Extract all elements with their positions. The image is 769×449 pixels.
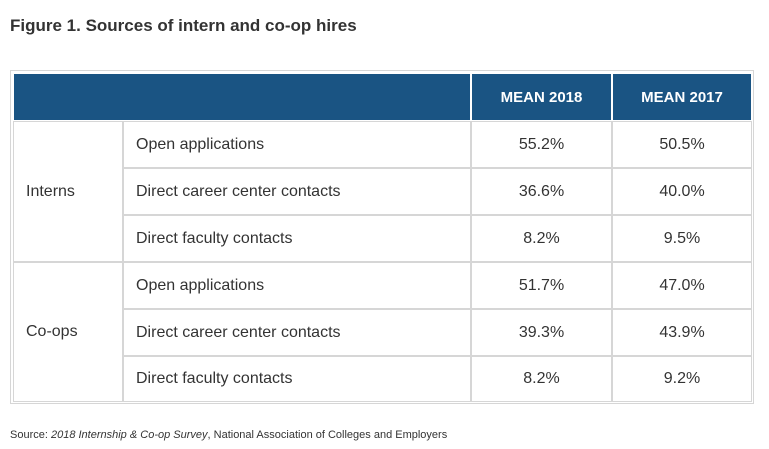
cell-mean-2018: 36.6%: [471, 168, 612, 215]
source-prefix: Source:: [10, 429, 51, 441]
group-label-interns: Interns: [13, 121, 123, 262]
header-mean-2018: MEAN 2018: [471, 73, 612, 121]
cell-mean-2018: 51.7%: [471, 262, 612, 309]
cell-mean-2018: 55.2%: [471, 121, 612, 168]
header-mean-2017: MEAN 2017: [612, 73, 752, 121]
cell-mean-2017: 47.0%: [612, 262, 752, 309]
row-label: Open applications: [123, 262, 471, 309]
group-label-coops: Co-ops: [13, 262, 123, 402]
source-note: Source: 2018 Internship & Co-op Survey, …: [10, 429, 447, 441]
cell-mean-2018: 8.2%: [471, 356, 612, 402]
cell-mean-2017: 9.2%: [612, 356, 752, 402]
row-label: Direct career center contacts: [123, 309, 471, 356]
cell-mean-2017: 9.5%: [612, 215, 752, 262]
table-frame: [10, 70, 754, 404]
source-survey-title: 2018 Internship & Co-op Survey: [50, 429, 208, 441]
row-label: Direct faculty contacts: [123, 215, 471, 262]
source-organization: , National Association of Colleges and E…: [207, 429, 448, 441]
row-label: Open applications: [123, 121, 471, 168]
row-label: Direct career center contacts: [123, 168, 471, 215]
header-blank-cell: [13, 73, 471, 121]
cell-mean-2017: 50.5%: [612, 121, 752, 168]
cell-mean-2017: 40.0%: [612, 168, 752, 215]
row-label: Direct faculty contacts: [123, 356, 471, 402]
cell-mean-2017: 43.9%: [612, 309, 752, 356]
cell-mean-2018: 8.2%: [471, 215, 612, 262]
cell-mean-2018: 39.3%: [471, 309, 612, 356]
figure-title: Figure 1. Sources of intern and co-op hi…: [10, 16, 357, 35]
